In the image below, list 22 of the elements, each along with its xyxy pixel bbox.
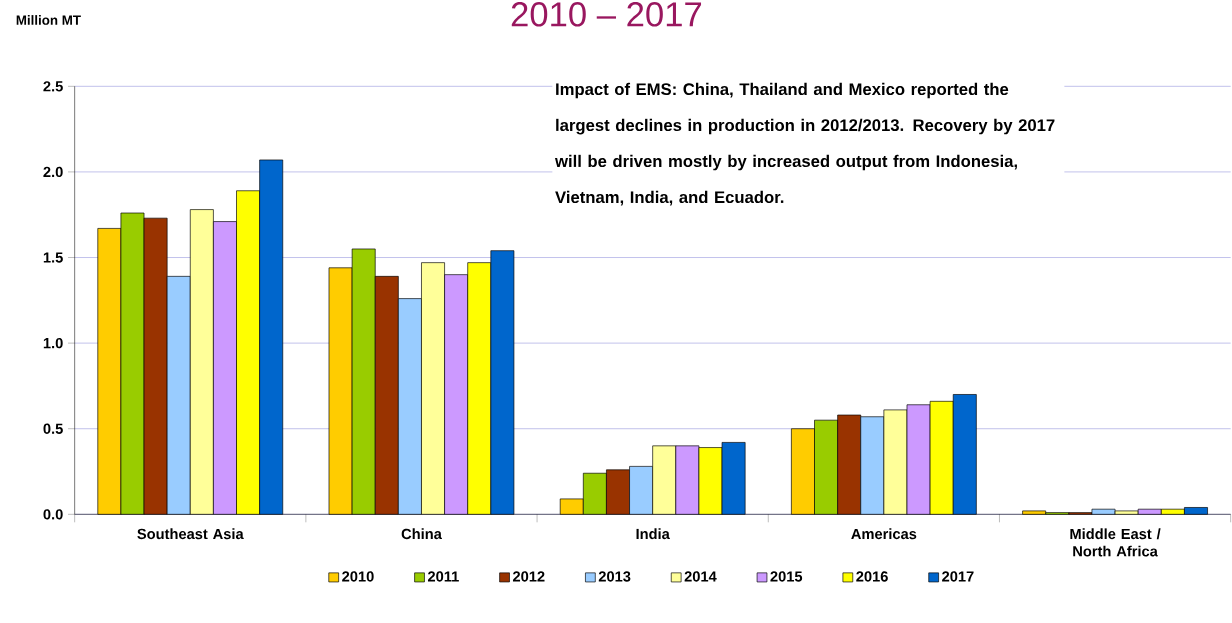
legend-label: 2012 <box>512 571 545 582</box>
legend-label: 2011 <box>427 571 459 582</box>
legend-label: 2016 <box>856 571 888 582</box>
legend-label: 2014 <box>684 571 717 582</box>
text: Impact of EMS: China, Thailand and Mexico reported the largest declines in production in 2012/2013. Recovery by 2017 will be driven mostly by increased output from Indonesia, Vietnam, India, and Ecuador. <box>554 82 1055 206</box>
x-tick-label: Middle East / North Africa <box>1070 528 1161 557</box>
y-tick-label: 2.5 <box>43 81 63 92</box>
y-tick-label: 1.0 <box>43 337 63 349</box>
y-tick-label: 0.5 <box>43 423 63 434</box>
y-axis-title: Million MT <box>16 15 81 25</box>
chart-title: 2010 – 2017 <box>511 2 702 27</box>
x-tick-label: Southeast Asia <box>137 528 244 540</box>
legend-label: 2010 <box>342 571 374 582</box>
legend-label: 2017 <box>942 571 974 582</box>
y-tick-label: 1.5 <box>43 252 63 263</box>
x-tick-label: Americas <box>851 528 917 540</box>
y-tick-label: 2.0 <box>43 166 63 178</box>
x-tick-label: China <box>401 528 442 540</box>
legend-label: 2015 <box>770 571 803 582</box>
legend-label: 2013 <box>598 571 631 582</box>
x-tick-label: India <box>636 528 670 540</box>
y-tick-label: 0.0 <box>43 509 63 520</box>
